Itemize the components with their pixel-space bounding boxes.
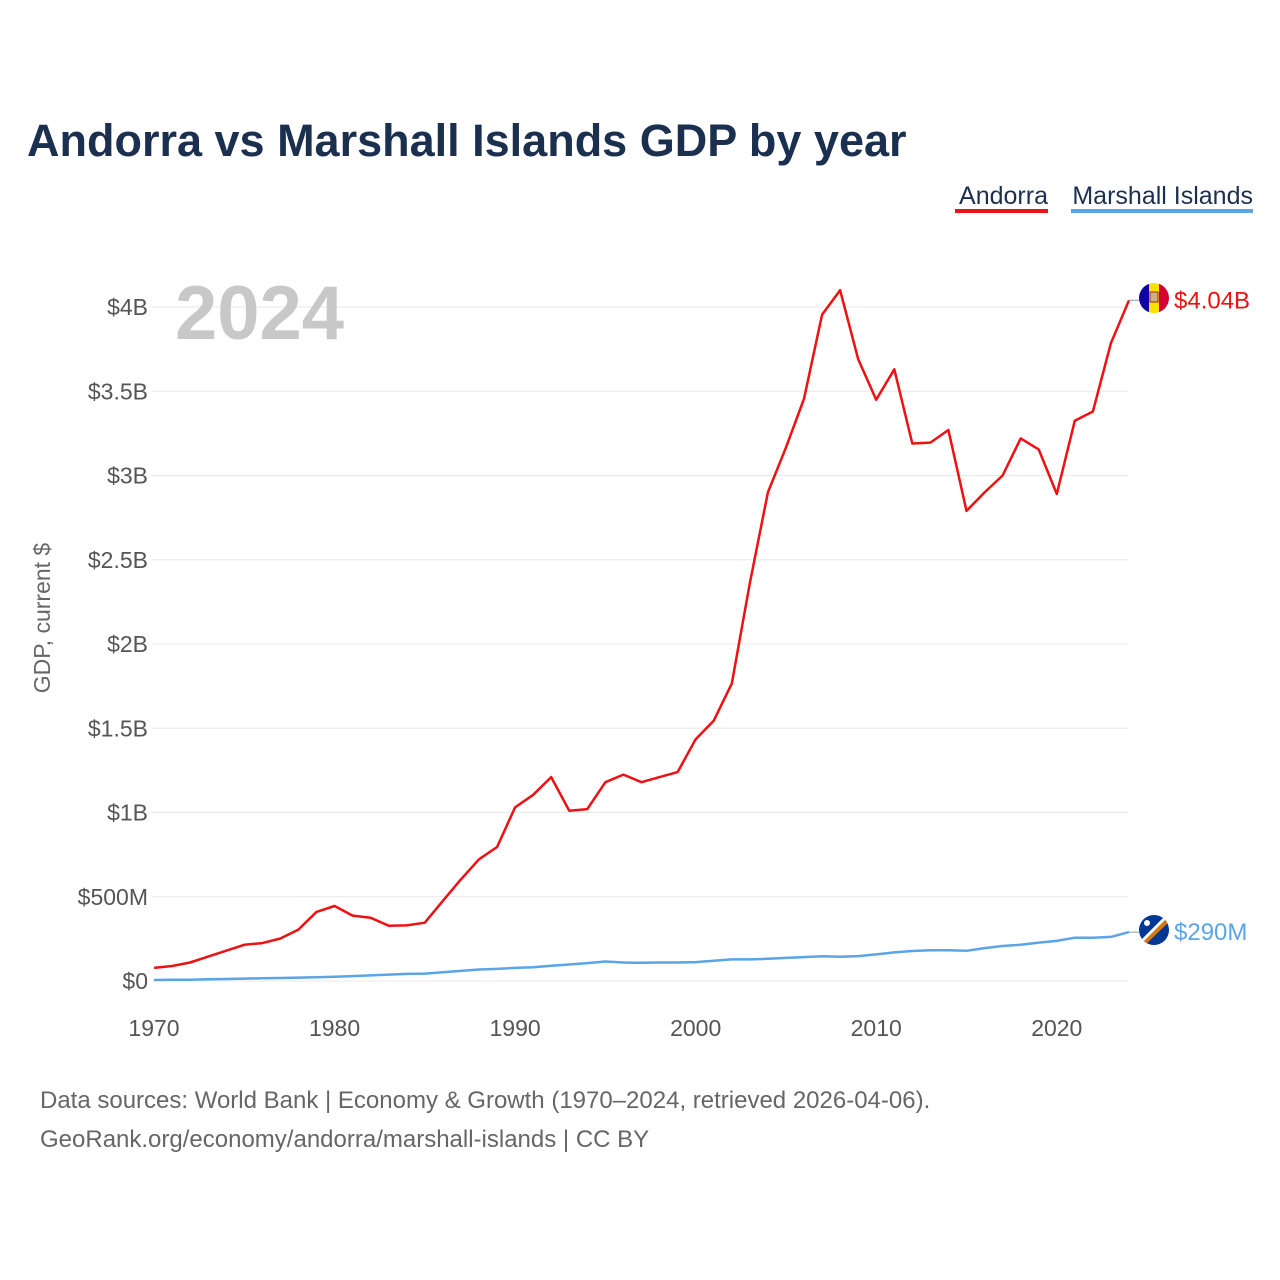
- x-tick-label: 2000: [670, 1015, 721, 1041]
- y-axis-ticks: $0 $500M $1B $1.5B $2B $2.5B $3B $3.5B $4B: [78, 294, 148, 994]
- y-tick-label: $500M: [78, 884, 148, 910]
- x-tick-label: 2010: [851, 1015, 902, 1041]
- current-year-label: 2024: [175, 271, 344, 356]
- footer-source: Data sources: World Bank | Economy & Gro…: [40, 1087, 930, 1114]
- end-value-label: $290M: [1174, 919, 1247, 946]
- x-tick-label: 1970: [128, 1015, 179, 1041]
- y-tick-label: $3B: [107, 463, 148, 489]
- legend-item-marshall-islands[interactable]: Marshall Islands: [1072, 182, 1253, 210]
- y-tick-label: $1B: [107, 800, 148, 826]
- andorra-flag-icon: [1139, 283, 1169, 313]
- y-tick-label: $4B: [107, 294, 148, 320]
- series-line-andorra[interactable]: [153, 288, 1131, 970]
- y-tick-label: $3.5B: [88, 378, 148, 404]
- legend-swatch-marshall-islands: [1071, 209, 1253, 213]
- y-tick-label: $0: [122, 968, 148, 994]
- footer-url[interactable]: GeoRank.org/economy/andorra/marshall-isl…: [40, 1126, 649, 1153]
- chart-title: Andorra vs Marshall Islands GDP by year: [27, 115, 907, 166]
- y-tick-label: $2.5B: [88, 547, 148, 573]
- end-value-label: $4.04B: [1174, 287, 1250, 314]
- x-tick-label: 1980: [309, 1015, 360, 1041]
- end-labels: $4.04B $290M: [1129, 287, 1250, 946]
- legend: Andorra Marshall Islands: [955, 182, 1253, 213]
- y-axis-title: GDP, current $: [29, 543, 55, 694]
- series-line-marshall-islands[interactable]: [153, 930, 1130, 982]
- x-axis-ticks: 1970 1980 1990 2000 2010 2020: [128, 1015, 1082, 1041]
- y-tick-label: $1.5B: [88, 715, 148, 741]
- marshall-islands-flag-icon: [1139, 915, 1169, 945]
- x-tick-label: 1990: [490, 1015, 541, 1041]
- series-lines: [153, 288, 1131, 982]
- x-tick-label: 2020: [1031, 1015, 1082, 1041]
- legend-item-andorra[interactable]: Andorra: [959, 182, 1048, 210]
- gridlines: [152, 306, 1129, 982]
- legend-swatch-andorra: [955, 209, 1048, 213]
- y-tick-label: $2B: [107, 631, 148, 657]
